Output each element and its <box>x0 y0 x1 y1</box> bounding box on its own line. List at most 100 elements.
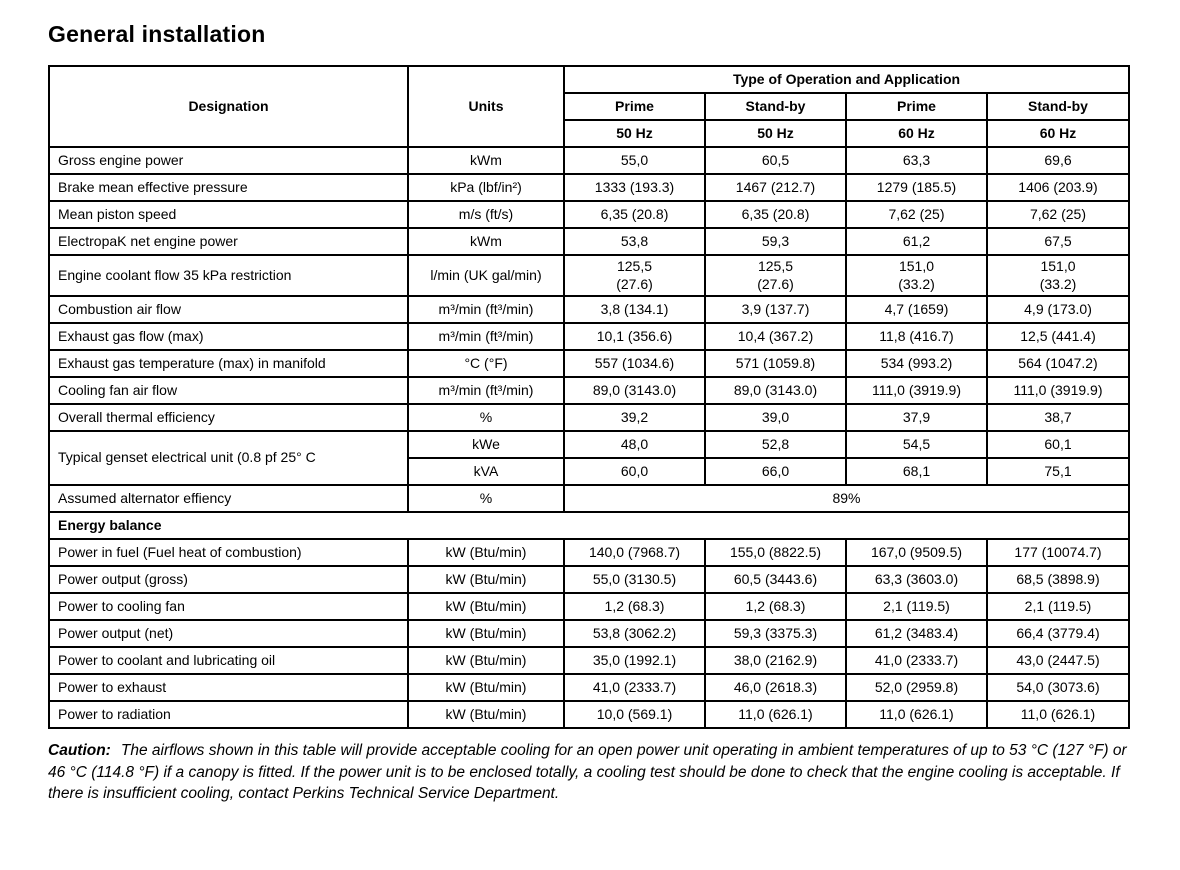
units-cell: m³/min (ft³/min) <box>407 322 565 351</box>
caution-note: Caution: The airflows shown in this table… <box>48 740 1128 805</box>
designation-cell: Power in fuel (Fuel heat of combustion) <box>48 538 409 567</box>
value-cell: 6,35 (20.8) <box>704 200 847 229</box>
value-cell: 46,0 (2618.3) <box>704 673 847 702</box>
designation-cell: Overall thermal efficiency <box>48 403 409 432</box>
designation-cell: Power to coolant and lubricating oil <box>48 646 409 675</box>
page-title: General installation <box>48 21 266 47</box>
table-row: Power to coolant and lubricating oil kW (… <box>48 646 1130 675</box>
designation-cell: Power to cooling fan <box>48 592 409 621</box>
units-cell: kWm <box>407 146 565 175</box>
value-cell: 6,35 (20.8) <box>563 200 706 229</box>
value-cell: 1279 (185.5) <box>845 173 988 202</box>
value-cell: 571 (1059.8) <box>704 349 847 378</box>
value-cell: 7,62 (25) <box>986 200 1130 229</box>
value-cell: 75,1 <box>986 457 1130 486</box>
table-row: Exhaust gas flow (max) m³/min (ft³/min) 10… <box>48 322 1130 351</box>
units-cell: kW (Btu/min) <box>407 673 565 702</box>
col-header-prime-60: Prime <box>845 92 988 121</box>
units-cell: kPa (lbf/in²) <box>407 173 565 202</box>
value-cell: 63,3 (3603.0) <box>845 565 988 594</box>
value-cell: 52,0 (2959.8) <box>845 673 988 702</box>
value-cell: 69,6 <box>986 146 1130 175</box>
value-cell: 63,3 <box>845 146 988 175</box>
col-header-operation-group: Type of Operation and Application <box>563 65 1130 94</box>
designation-cell: Typical genset electrical unit (0.8 pf 2… <box>48 430 409 486</box>
value-cell: 68,1 <box>845 457 988 486</box>
value-cell: 177 (10074.7) <box>986 538 1130 567</box>
value-cell: 4,9 (173.0) <box>986 295 1130 324</box>
units-cell: kWe <box>407 430 565 459</box>
header-row-group: Designation Units Type of Operation and … <box>48 65 1130 148</box>
value-cell: 7,62 (25) <box>845 200 988 229</box>
value-cell: 43,0 (2447.5) <box>986 646 1130 675</box>
table-row: kVA 60,0 66,0 68,1 75,1 <box>49 457 1130 486</box>
value-cell: 155,0 (8822.5) <box>704 538 847 567</box>
value-cell: 39,2 <box>563 403 706 432</box>
table-row: Cooling fan air flow m³/min (ft³/min) 89,0… <box>48 376 1130 405</box>
value-cell: 11,0 (626.1) <box>704 700 847 729</box>
table-row: Power to cooling fan kW (Btu/min) 1,2 (68.… <box>48 592 1130 621</box>
value-cell: 67,5 <box>986 227 1130 256</box>
value-cell: 111,0 (3919.9) <box>986 376 1130 405</box>
units-cell: l/min (UK gal/min) <box>407 254 565 297</box>
value-cell: 151,0 (33.2) <box>986 254 1130 297</box>
col-header-freq-4: 60 Hz <box>986 119 1130 148</box>
table-row: Exhaust gas temperature (max) in manifol… <box>48 349 1130 378</box>
value-cell: 125,5 (27.6) <box>563 254 706 297</box>
designation-cell: Power to exhaust <box>48 673 409 702</box>
value-cell: 89% <box>563 484 1130 513</box>
value-cell: 60,5 (3443.6) <box>704 565 847 594</box>
designation-cell: ElectropaK net engine power <box>48 227 409 256</box>
document-page: General installation Designation Units T… <box>48 21 1130 805</box>
designation-cell: Cooling fan air flow <box>48 376 409 405</box>
value-cell: 534 (993.2) <box>845 349 988 378</box>
value-cell: 1467 (212.7) <box>704 173 847 202</box>
value-cell: 53,8 <box>563 227 706 256</box>
designation-cell: Power output (gross) <box>48 565 409 594</box>
value-cell: 10,1 (356.6) <box>563 322 706 351</box>
designation-cell: Gross engine power <box>48 146 409 175</box>
value-cell: 59,3 <box>704 227 847 256</box>
units-cell: kVA <box>407 457 565 486</box>
value-cell: 151,0 (33.2) <box>845 254 988 297</box>
table-row: Typical genset electrical unit (0.8 pf 2… <box>48 430 1130 486</box>
table-row: Power to radiation kW (Btu/min) 10,0 (569.… <box>48 700 1130 729</box>
value-cell: 11,0 (626.1) <box>986 700 1130 729</box>
col-header-designation: Designation <box>48 65 409 148</box>
caution-label: Caution: <box>48 742 111 759</box>
value-cell: 140,0 (7968.7) <box>563 538 706 567</box>
value-cell: 53,8 (3062.2) <box>563 619 706 648</box>
value-cell: 12,5 (441.4) <box>986 322 1130 351</box>
value-cell: 68,5 (3898.9) <box>986 565 1130 594</box>
table-row: Energy balance <box>48 511 1130 540</box>
table-row: Combustion air flow m³/min (ft³/min) 3,8 (… <box>48 295 1130 324</box>
units-cell: m/s (ft/s) <box>407 200 565 229</box>
units-cell: % <box>407 403 565 432</box>
value-cell: 39,0 <box>704 403 847 432</box>
value-cell: 38,7 <box>986 403 1130 432</box>
header-row-frequency: 50 Hz 50 Hz 60 Hz 60 Hz <box>49 119 1130 148</box>
units-cell: m³/min (ft³/min) <box>407 376 565 405</box>
value-cell: 41,0 (2333.7) <box>563 673 706 702</box>
value-cell: 61,2 (3483.4) <box>845 619 988 648</box>
header-row-operation: Prime Stand-by Prime Stand-by <box>49 92 1130 121</box>
value-cell: 89,0 (3143.0) <box>563 376 706 405</box>
col-header-units: Units <box>407 65 565 148</box>
col-header-standby-60: Stand-by <box>986 92 1130 121</box>
value-cell: 55,0 <box>563 146 706 175</box>
table-row: Power to exhaust kW (Btu/min) 41,0 (2333.7… <box>48 673 1130 702</box>
value-cell: 1,2 (68.3) <box>563 592 706 621</box>
value-cell: 111,0 (3919.9) <box>845 376 988 405</box>
table-row: Assumed alternator effiency% 89% <box>48 484 1130 513</box>
units-cell: kW (Btu/min) <box>407 646 565 675</box>
value-cell: 60,5 <box>704 146 847 175</box>
section-header-cell: Energy balance <box>48 511 1130 540</box>
value-cell: 61,2 <box>845 227 988 256</box>
units-cell: kW (Btu/min) <box>407 619 565 648</box>
table-row: Power in fuel (Fuel heat of combustion) k… <box>48 538 1130 567</box>
value-cell: 1406 (203.9) <box>986 173 1130 202</box>
value-cell: 11,8 (416.7) <box>845 322 988 351</box>
value-cell: 167,0 (9509.5) <box>845 538 988 567</box>
designation-cell: Exhaust gas flow (max) <box>48 322 409 351</box>
table-row: Power output (gross) kW (Btu/min) 55,0 (31… <box>48 565 1130 594</box>
